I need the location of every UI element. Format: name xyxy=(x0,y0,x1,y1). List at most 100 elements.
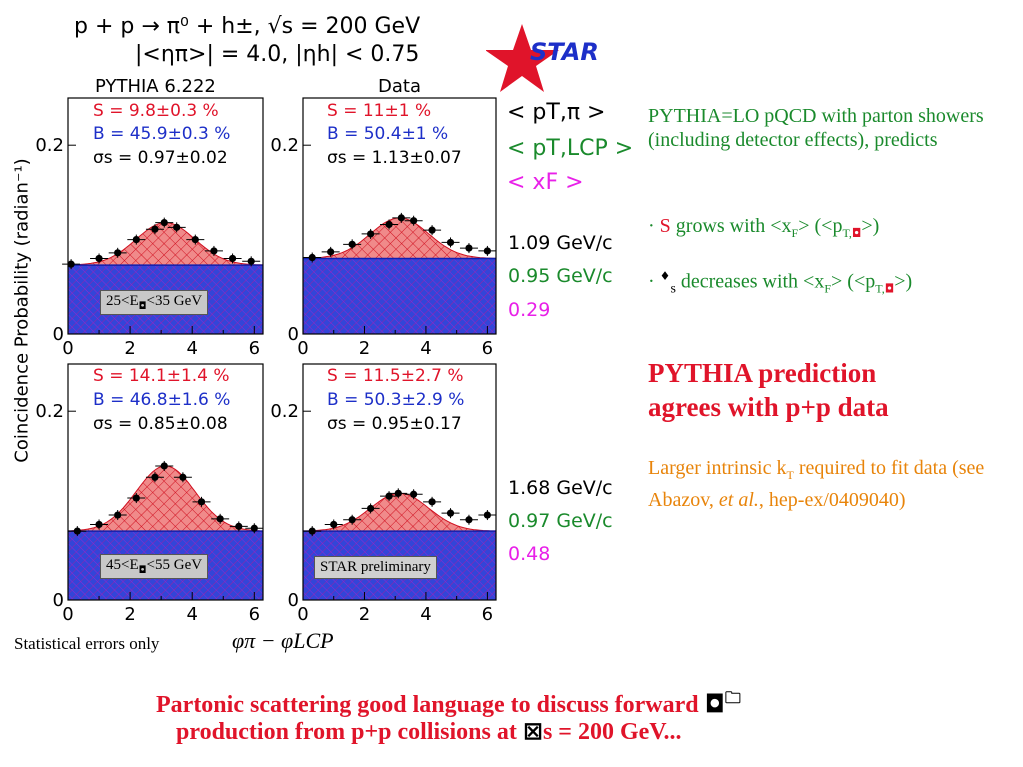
data-point xyxy=(410,490,418,498)
col-right-title: Data xyxy=(378,76,421,97)
data-point xyxy=(191,236,199,244)
col-left-title: PYTHIA 6.222 xyxy=(95,76,216,97)
star-logo-text: STAR xyxy=(530,38,599,66)
footer-line1: Partonic scattering good language to dis… xyxy=(156,688,741,718)
bullet-s-grows: · S grows with <xF> (<pT,◘>) xyxy=(648,215,880,240)
data-point xyxy=(367,230,375,238)
y-tick-label: 0.2 xyxy=(270,135,299,156)
data-point xyxy=(179,473,187,481)
data-point xyxy=(385,220,393,229)
y-tick-label: 0.2 xyxy=(35,135,64,156)
panel-frame xyxy=(67,363,264,601)
data-point xyxy=(465,516,473,524)
row1-xf: 0.29 xyxy=(508,299,551,321)
legend-xf: < xF > xyxy=(507,170,584,195)
y-tick-label: 0.2 xyxy=(35,401,64,422)
data-point xyxy=(216,515,224,523)
data-point xyxy=(160,462,168,470)
data-point xyxy=(210,247,218,255)
data-point xyxy=(132,236,140,244)
panel3-s: S = 14.1±1.4 % xyxy=(93,366,230,386)
data-point xyxy=(446,509,455,517)
x-tick-label: 6 xyxy=(482,604,493,625)
x-tick-label: 2 xyxy=(359,604,370,625)
headline: PYTHIA prediction agrees with p+p data xyxy=(648,358,889,422)
x-tick-label: 2 xyxy=(359,338,370,359)
energy-box-25-35: 25<E◘<35 GeV xyxy=(100,290,209,315)
panel3-sigma: σs = 0.85±0.08 xyxy=(93,414,228,434)
panel-frame xyxy=(302,97,497,335)
data-point xyxy=(67,260,75,268)
data-point xyxy=(483,247,491,255)
data-point xyxy=(483,511,491,519)
data-point xyxy=(348,240,356,248)
panel4-sigma: σs = 0.95±0.17 xyxy=(327,414,462,434)
data-point xyxy=(446,238,455,247)
panel1-b: B = 45.9±0.3 % xyxy=(93,124,231,144)
x-tick-label: 2 xyxy=(124,604,135,625)
x-tick-label: 6 xyxy=(249,604,260,625)
data-point xyxy=(114,249,122,257)
data-point xyxy=(151,225,159,233)
energy-box-45-55: 45<E◘<55 GeV xyxy=(100,554,209,579)
row2-pt-pi: 1.68 GeV/c xyxy=(508,477,613,499)
data-point xyxy=(160,219,168,227)
intrinsic-kt-note: Larger intrinsic kT required to fit data… xyxy=(648,457,985,511)
star-shape xyxy=(486,24,559,92)
panel2-s: S = 11±1 % xyxy=(327,101,432,121)
data-point xyxy=(385,492,393,500)
panel4-b: B = 50.3±2.9 % xyxy=(327,390,465,410)
legend-pt-pi: < pT,π > xyxy=(507,100,606,125)
y-tick-label: 0 xyxy=(288,590,299,611)
data-point xyxy=(173,223,181,231)
data-point xyxy=(235,522,243,530)
x-tick-label: 4 xyxy=(186,338,197,359)
x-tick-label: 0 xyxy=(62,604,73,625)
x-tick-label: 0 xyxy=(62,338,73,359)
footer-line2: production from p+p collisions at ⊠s = 2… xyxy=(176,717,682,745)
y-tick-label: 0 xyxy=(53,324,64,345)
data-point xyxy=(330,520,338,529)
data-point xyxy=(95,254,103,263)
data-point xyxy=(151,473,159,481)
x-tick-label: 0 xyxy=(297,338,308,359)
data-point xyxy=(465,244,473,252)
y-tick-label: 0 xyxy=(288,324,299,345)
x-axis-label: φπ − φLCP xyxy=(232,628,334,653)
background-band xyxy=(303,258,496,334)
eta-cuts: |<ηπ>| = 4.0, |ηh| < 0.75 xyxy=(135,42,420,67)
x-tick-label: 2 xyxy=(124,338,135,359)
row2-pt-lcp: 0.97 GeV/c xyxy=(508,510,613,532)
data-point xyxy=(197,498,206,506)
data-point xyxy=(397,214,405,222)
x-tick-label: 6 xyxy=(482,338,493,359)
data-point xyxy=(250,524,258,532)
y-tick-label: 0.2 xyxy=(270,401,299,422)
x-tick-label: 4 xyxy=(420,338,431,359)
panel4-s: S = 11.5±2.7 % xyxy=(327,366,464,386)
pythia-description: PYTHIA=LO pQCD with parton showers (incl… xyxy=(648,105,984,151)
x-tick-label: 0 xyxy=(297,604,308,625)
data-point xyxy=(410,217,418,225)
y-tick-label: 0 xyxy=(53,590,64,611)
data-point xyxy=(308,253,316,262)
reaction-title: p + p → π⁰ + h±, √s = 200 GeV xyxy=(74,14,421,39)
data-point xyxy=(367,504,375,513)
x-tick-label: 4 xyxy=(186,604,197,625)
panel2-b: B = 50.4±1 % xyxy=(327,124,449,144)
row1-pt-lcp: 0.95 GeV/c xyxy=(508,265,613,287)
row2-xf: 0.48 xyxy=(508,543,551,565)
legend-pt-lcp: < pT,LCP > xyxy=(507,136,634,161)
x-tick-label: 6 xyxy=(249,338,260,359)
panel-frame xyxy=(67,97,264,335)
data-point xyxy=(73,527,81,535)
bullet-sigma-decreases: · ♦s decreases with <xF> (<pT,◘>) xyxy=(648,269,913,297)
row1-pt-pi: 1.09 GeV/c xyxy=(508,232,613,254)
star-logo: STAR xyxy=(486,24,599,92)
data-point xyxy=(348,516,356,524)
data-point xyxy=(228,254,237,263)
data-point xyxy=(394,489,402,497)
x-tick-label: 4 xyxy=(420,604,431,625)
stat-note: Statistical errors only xyxy=(14,634,160,653)
